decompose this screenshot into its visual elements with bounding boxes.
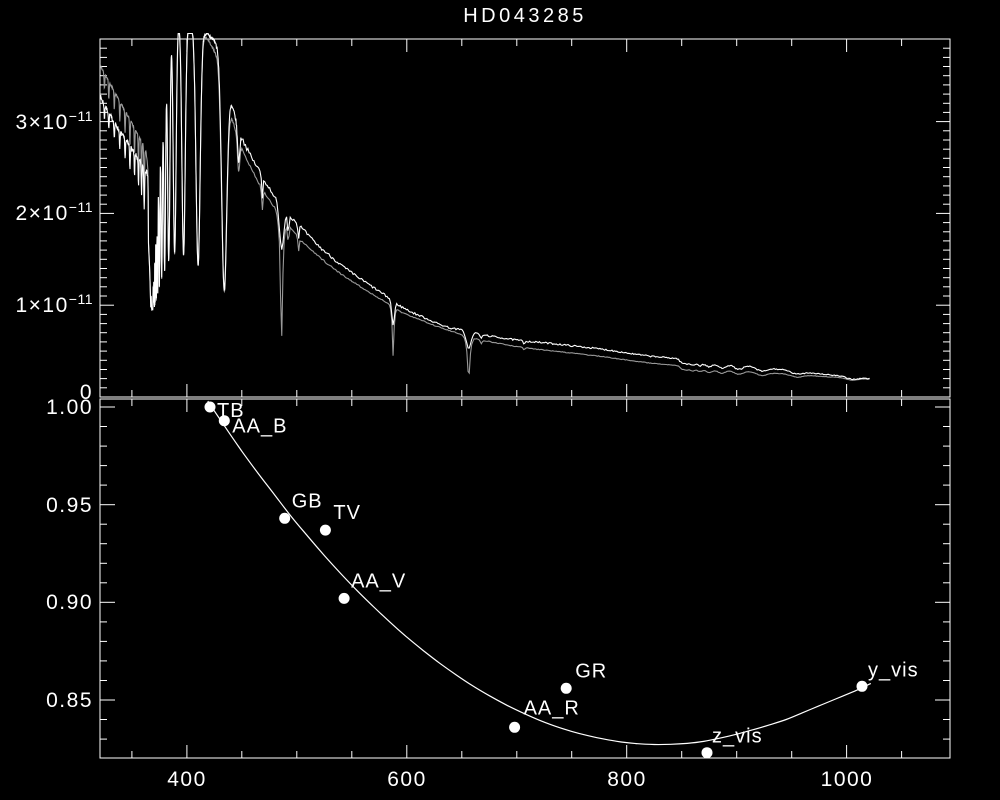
filter-point-AA_R xyxy=(509,721,521,733)
filter-point-TV xyxy=(319,524,331,536)
svg-text:2×10−11: 2×10−11 xyxy=(15,199,93,225)
svg-text:400: 400 xyxy=(167,768,207,791)
filter-point-y_vis xyxy=(856,680,868,692)
svg-text:1000: 1000 xyxy=(821,768,874,791)
filter-point-GR xyxy=(560,682,572,694)
svg-text:3×10−11: 3×10−11 xyxy=(15,108,93,134)
top-panel-frame xyxy=(99,38,951,398)
svg-text:0.90: 0.90 xyxy=(46,591,93,614)
bottom-panel-frame xyxy=(99,398,951,759)
svg-text:0.95: 0.95 xyxy=(46,494,93,517)
spectrum-white xyxy=(100,33,870,381)
top-y-axis-labels: 0 1×10−11 2×10−11 3×10−11 xyxy=(15,108,93,404)
filter-point-TB xyxy=(204,401,216,413)
filter-point-z_vis xyxy=(701,747,713,759)
svg-text:1×10−11: 1×10−11 xyxy=(15,291,93,317)
svg-text:600: 600 xyxy=(387,768,427,791)
spectrum-series xyxy=(100,33,870,381)
svg-text:1.00: 1.00 xyxy=(46,396,93,419)
svg-text:0: 0 xyxy=(80,381,93,404)
filter-point-label-AA_B: AA_B xyxy=(232,416,287,438)
bottom-y-axis-labels: 0.85 0.90 0.95 1.00 xyxy=(46,396,93,712)
chart-title: HD043285 xyxy=(463,5,587,27)
filter-point-GB xyxy=(279,512,291,524)
filter-point-label-TV: TV xyxy=(333,502,361,524)
filter-point-label-z_vis: z_vis xyxy=(712,726,763,748)
x-axis-labels: 400 600 800 1000 xyxy=(167,768,874,791)
filter-point-label-GB: GB xyxy=(292,490,323,512)
spectrum-grey xyxy=(100,33,870,381)
filter-point-label-AA_V: AA_V xyxy=(351,570,406,592)
svg-text:0.85: 0.85 xyxy=(46,689,93,712)
filter-ratio-curve xyxy=(207,400,872,746)
filter-point-label-y_vis: y_vis xyxy=(868,659,919,681)
filter-point-label-GR: GR xyxy=(575,660,607,682)
svg-text:800: 800 xyxy=(607,768,647,791)
filter-point-label-AA_R: AA_R xyxy=(524,697,580,719)
filter-point-AA_B xyxy=(218,415,230,427)
axis-ticks xyxy=(100,39,950,758)
filter-point-AA_V xyxy=(338,592,350,604)
